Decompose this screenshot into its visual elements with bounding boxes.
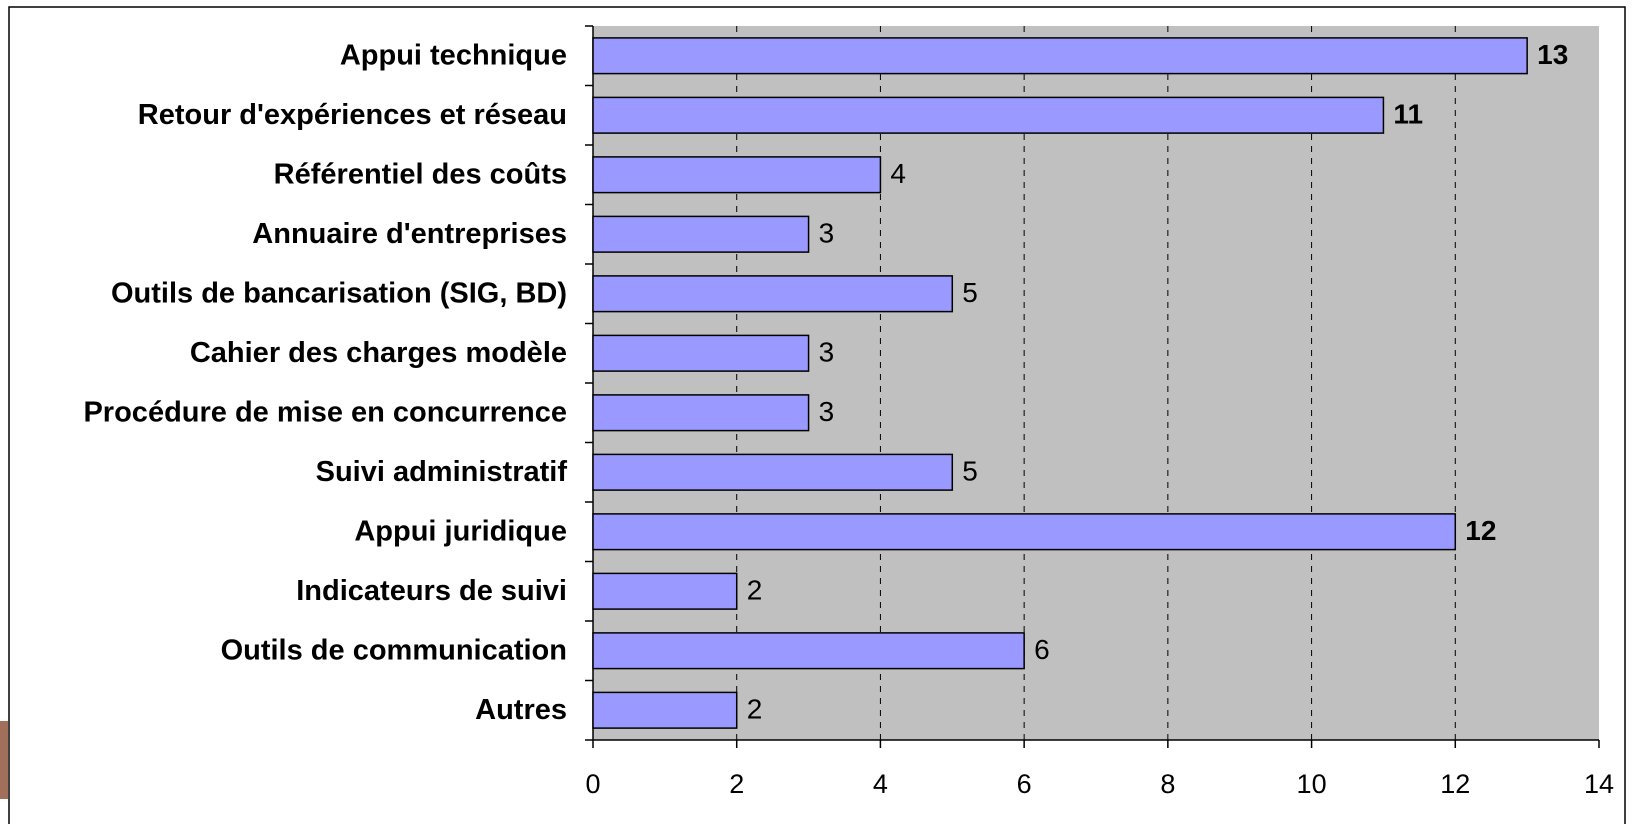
data-label: 11 (1393, 99, 1423, 130)
y-tick-label: Annuaire d'entreprises (252, 218, 567, 250)
bar (592, 572, 738, 610)
y-tick-label: Appui juridique (354, 515, 567, 547)
y-tick-label: Suivi administratif (316, 456, 568, 488)
data-label: 5 (962, 456, 978, 487)
data-label: 3 (819, 396, 835, 427)
bar (592, 632, 1025, 670)
data-label: 13 (1537, 39, 1568, 70)
y-tick-label: Retour d'expériences et réseau (138, 99, 567, 131)
data-label: 2 (747, 575, 763, 606)
data-label: 2 (747, 694, 763, 725)
y-tick-label: Procédure de mise en concurrence (83, 396, 567, 428)
data-label: 3 (819, 337, 835, 368)
bar (592, 156, 882, 194)
y-tick-label: Appui technique (340, 39, 567, 71)
y-tick-label: Autres (475, 694, 567, 726)
bar (592, 334, 810, 372)
y-tick-label: Outils de communication (221, 634, 567, 666)
y-tick-label: Référentiel des coûts (274, 158, 567, 190)
data-label: 6 (1034, 634, 1050, 665)
data-label: 5 (962, 277, 978, 308)
x-tick-label: 2 (729, 769, 744, 799)
x-tick-label: 14 (1584, 769, 1614, 799)
x-tick-label: 10 (1297, 769, 1327, 799)
bar (592, 215, 810, 253)
x-tick-label: 12 (1440, 769, 1470, 799)
bar (592, 275, 954, 313)
bar (592, 394, 810, 432)
y-tick-label: Cahier des charges modèle (190, 337, 567, 369)
x-tick-label: 8 (1160, 769, 1175, 799)
data-label: 4 (890, 158, 906, 189)
data-label: 3 (819, 218, 835, 249)
bar (592, 96, 1385, 134)
x-tick-label: 6 (1017, 769, 1032, 799)
data-label: 12 (1465, 515, 1496, 546)
bar (592, 453, 954, 491)
side-strip (0, 721, 8, 799)
y-tick-label: Outils de bancarisation (SIG, BD) (111, 277, 567, 309)
bar (592, 691, 738, 729)
y-tick-label: Indicateurs de suivi (296, 575, 567, 607)
x-tick-label: 4 (873, 769, 888, 799)
plot-area (593, 26, 1599, 740)
x-tick-label: 0 (585, 769, 600, 799)
bar (592, 37, 1528, 75)
bar (592, 513, 1457, 551)
